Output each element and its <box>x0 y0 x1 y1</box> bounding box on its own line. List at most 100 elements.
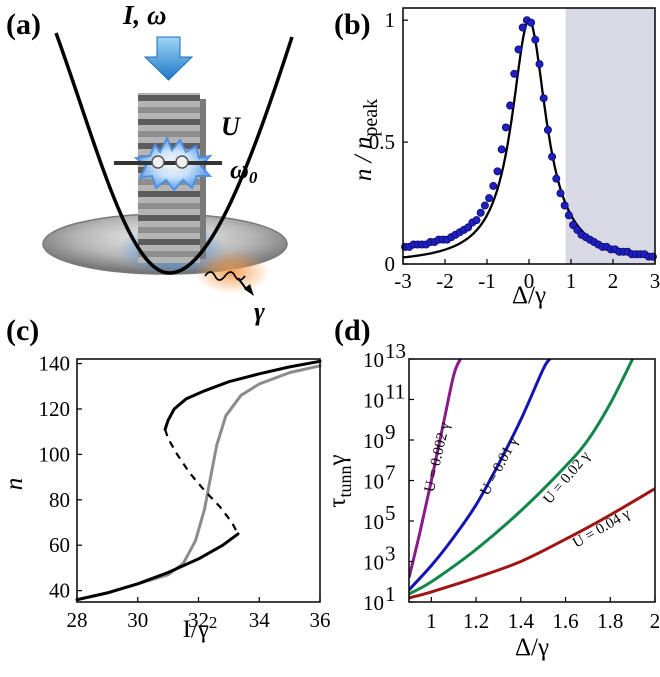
drive-label: I, ω <box>122 0 167 30</box>
y-tick-exponent: 13 <box>385 339 406 363</box>
curve-label-purple: U = 0.002 γ <box>422 421 454 494</box>
y-tick-label: 60 <box>49 533 70 557</box>
y-tick-exponent: 1 <box>385 582 396 606</box>
panel-c-ticks: 28 30 32 34 36 40 60 80 100 120 140 <box>39 352 331 632</box>
data-point <box>543 125 552 134</box>
panel-b-ticks: -3 -2 -1 0 1 2 3 0 0.5 1 <box>369 8 660 293</box>
x-tick-label: 3 <box>650 269 660 293</box>
panel-d-ylabel-tail: γ <box>324 454 351 466</box>
pillar-stripe <box>138 239 200 245</box>
x-tick-label: 1.8 <box>597 609 623 633</box>
data-point <box>485 194 494 203</box>
tunneling-curve-blue <box>409 359 552 591</box>
data-point <box>514 45 523 54</box>
y-tick-exponent: 5 <box>385 501 396 525</box>
pillar-stripe <box>138 95 200 101</box>
panel-label-d: (d) <box>334 314 371 347</box>
photon-right <box>175 155 189 169</box>
x-tick-label: 34 <box>249 608 271 632</box>
x-tick-label: 2 <box>608 269 619 293</box>
curve-label-green: U = 0.02 γ <box>540 448 593 507</box>
y-tick-exponent: 9 <box>385 420 396 444</box>
panel-b-ylabel: n / npeak <box>350 99 382 181</box>
y-tick-exponent: 11 <box>385 380 405 404</box>
data-point <box>518 23 527 32</box>
curve-black-solid-lower <box>75 532 240 602</box>
y-tick-label: 10 <box>363 591 384 615</box>
y-tick-label: 10 <box>363 470 384 494</box>
y-tick-label: 120 <box>39 397 71 421</box>
pillar-stripe <box>138 107 200 113</box>
x-tick-label: -1 <box>478 269 496 293</box>
x-tick-label: 1 <box>566 269 577 293</box>
x-tick-label: 1.4 <box>508 609 535 633</box>
loss-arrow-head <box>244 284 254 296</box>
data-point <box>489 181 498 190</box>
data-point <box>472 216 481 225</box>
y-tick-label: 10 <box>363 551 384 575</box>
panel-c-curves <box>75 359 322 602</box>
pillar-stripe <box>138 131 200 137</box>
data-point <box>556 189 565 198</box>
detuning-shaded-region <box>565 8 655 264</box>
frequency-subscript: 0 <box>249 168 258 187</box>
data-point <box>548 152 557 161</box>
x-tick-label: -2 <box>436 269 454 293</box>
data-point <box>539 94 548 103</box>
panel-c: 28 30 32 34 36 40 60 80 100 120 140 I/γ2 n <box>1 352 331 643</box>
y-tick-exponent: 3 <box>385 542 396 566</box>
panel-b-ylabel-main: n / n <box>350 137 377 181</box>
panel-d-xlabel: Δ/γ <box>515 634 549 661</box>
x-tick-label: 28 <box>67 608 88 632</box>
panel-label-b: (b) <box>334 8 371 41</box>
parabolic-potential <box>54 32 294 275</box>
panel-c-xlabel: I/γ2 <box>183 613 218 643</box>
y-tick-label: 10 <box>363 389 384 413</box>
panel-b-xlabel: Δ/γ <box>512 282 546 309</box>
panel-c-xlabel-main: I/γ <box>183 616 209 643</box>
y-tick-label: 140 <box>39 352 71 376</box>
x-tick-label: 32 <box>188 608 209 632</box>
loss-wave <box>204 271 246 281</box>
x-tick-label: 30 <box>127 608 148 632</box>
data-point <box>506 101 515 110</box>
y-tick-label: 0 <box>385 252 396 276</box>
panel-label-a: (a) <box>6 8 41 41</box>
x-tick-label: -3 <box>394 269 412 293</box>
data-point <box>531 35 540 44</box>
pillar-stripe <box>138 227 200 233</box>
data-point <box>564 211 573 220</box>
panel-d-curves: U = 0.002 γ U = 0.01 γ U = 0.02 γU = 0.04 … <box>409 359 655 600</box>
loss-label: γ <box>254 297 265 326</box>
data-point <box>493 167 502 176</box>
x-tick-label: 36 <box>310 608 331 632</box>
panel-c-ylabel: n <box>1 478 28 491</box>
curve-black-solid-upper <box>163 359 322 431</box>
x-tick-label: 1.6 <box>552 609 578 633</box>
y-tick-label: 10 <box>363 348 384 372</box>
interaction-label: U <box>221 112 241 141</box>
pillar-stripe <box>138 251 200 257</box>
curve-gray <box>75 364 322 602</box>
data-point <box>480 201 489 210</box>
tunneling-curve-red <box>409 487 655 600</box>
pillar-stripe <box>138 215 200 221</box>
data-point <box>527 18 536 27</box>
frequency-symbol: ω <box>230 155 249 184</box>
panel-b-ylabel-sub: peak <box>360 99 382 137</box>
x-tick-label: 1.2 <box>463 609 489 633</box>
data-point <box>535 60 544 69</box>
pillar-stripe <box>138 191 200 197</box>
schematic-panel: I, ω U ω0 γ <box>42 0 294 326</box>
panel-d-ylabel: τtunnγ <box>324 454 355 507</box>
y-tick-label: 40 <box>49 579 70 603</box>
panel-d: U = 0.002 γ U = 0.01 γ U = 0.02 γU = 0.04 … <box>324 339 660 661</box>
curve-label-blue: U = 0.01 γ <box>477 434 521 498</box>
y-tick-label: 10 <box>363 429 384 453</box>
photon-left <box>151 155 165 169</box>
data-point <box>476 208 485 217</box>
y-tick-label: 10 <box>363 510 384 534</box>
measured-points <box>401 16 657 261</box>
